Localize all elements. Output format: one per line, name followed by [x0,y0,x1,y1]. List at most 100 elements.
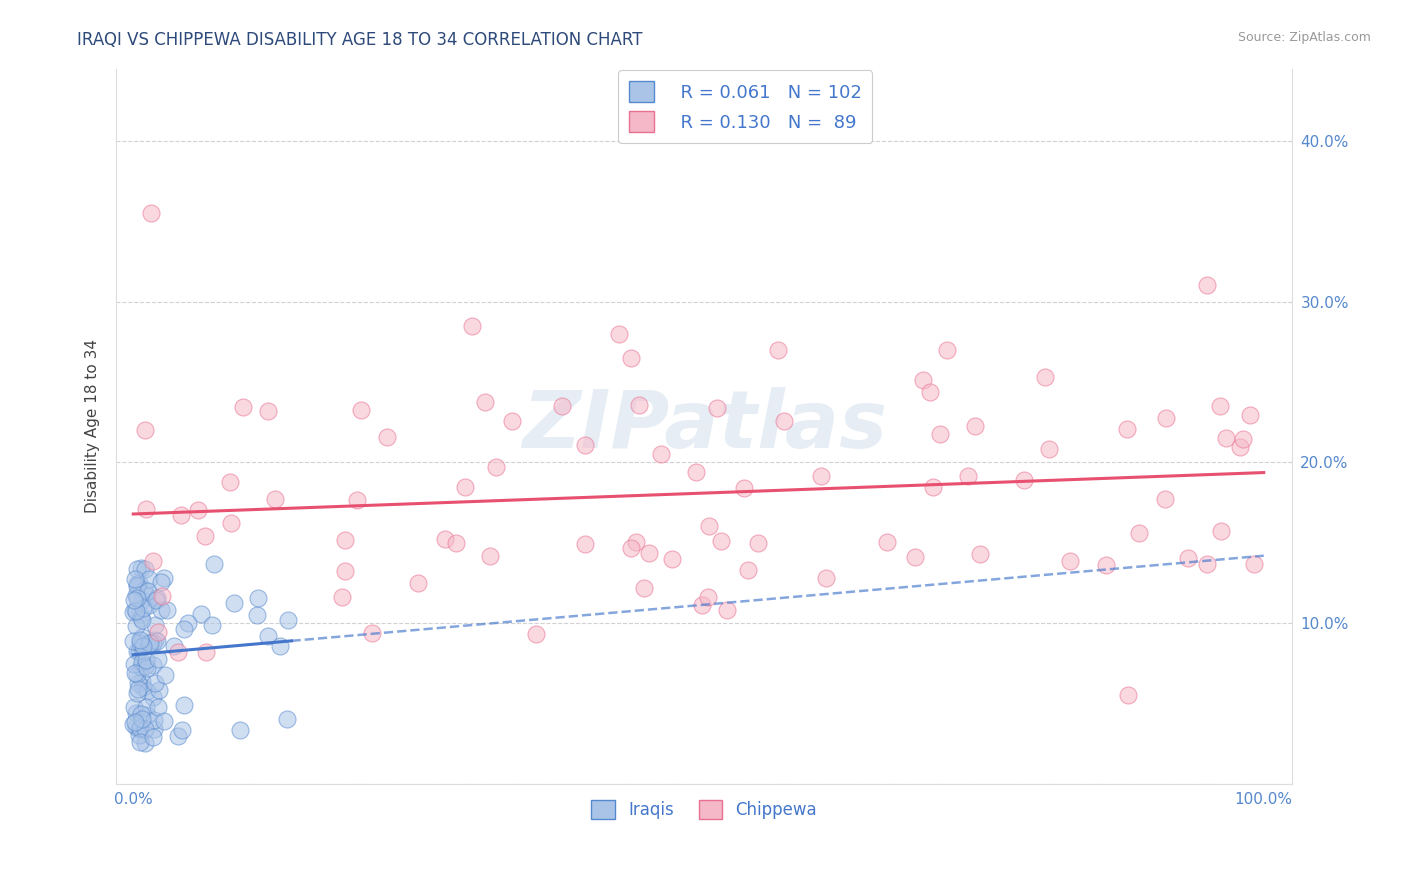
Point [129,607,152,621]
Point [136,584,159,599]
Point [150,602,173,616]
Point [142,730,165,744]
Point [406,575,429,590]
Point [132,639,155,653]
Point [710,533,733,548]
Point [153,714,176,728]
Point [956,469,979,483]
Text: Source: ZipAtlas.com: Source: ZipAtlas.com [1237,31,1371,45]
Point [124,720,146,734]
Point [737,563,759,577]
Point [134,736,156,750]
Point [501,414,523,428]
Point [142,554,165,568]
Point [167,644,190,658]
Point [145,592,167,607]
Point [129,561,152,575]
Point [173,698,195,712]
Point [574,438,596,452]
Point [142,722,165,736]
Point [716,603,738,617]
Point [146,652,169,666]
Point [125,603,148,617]
Point [633,581,655,595]
Point [620,541,643,555]
Point [918,385,941,400]
Point [131,600,153,615]
Point [135,699,157,714]
Point [1243,557,1265,571]
Point [129,735,152,749]
Point [127,577,149,591]
Point [149,574,172,589]
Point [444,536,467,550]
Point [125,686,148,700]
Point [127,682,149,697]
Point [607,326,630,341]
Point [1154,411,1177,425]
Point [1195,558,1218,572]
Point [1215,431,1237,445]
Point [697,519,720,533]
Point [142,713,165,727]
Point [936,343,959,357]
Point [134,722,156,736]
Point [1239,408,1261,422]
Point [138,598,160,612]
Point [128,636,150,650]
Point [190,607,212,621]
Point [146,699,169,714]
Text: ZIPatlas: ZIPatlas [522,387,887,465]
Point [125,579,148,593]
Point [142,636,165,650]
Point [685,465,707,479]
Point [1197,278,1219,293]
Point [143,633,166,648]
Point [232,401,254,415]
Point [129,633,152,648]
Point [124,714,146,729]
Point [485,460,508,475]
Point [129,640,152,654]
Point [124,572,146,586]
Point [335,533,357,547]
Point [125,591,148,606]
Point [132,582,155,597]
Point [433,533,456,547]
Point [222,596,245,610]
Point [650,447,672,461]
Point [766,343,789,357]
Point [127,644,149,658]
Point [172,723,194,737]
Point [911,373,934,387]
Point [128,723,150,737]
Point [170,508,193,522]
Point [574,537,596,551]
Point [194,529,217,543]
Point [125,588,148,602]
Point [929,427,952,442]
Point [125,666,148,681]
Point [277,613,299,627]
Point [124,657,146,671]
Point [148,683,170,698]
Point [229,723,252,738]
Point [138,636,160,650]
Point [143,618,166,632]
Point [1033,370,1056,384]
Point [1116,422,1139,436]
Point [661,551,683,566]
Point [330,590,353,604]
Point [124,593,146,607]
Point [692,598,714,612]
Point [122,606,145,620]
Point [876,535,898,549]
Point [142,657,165,672]
Point [153,571,176,585]
Point [922,480,945,494]
Point [814,570,837,584]
Point [143,676,166,690]
Point [131,630,153,644]
Point [134,658,156,673]
Point [201,617,224,632]
